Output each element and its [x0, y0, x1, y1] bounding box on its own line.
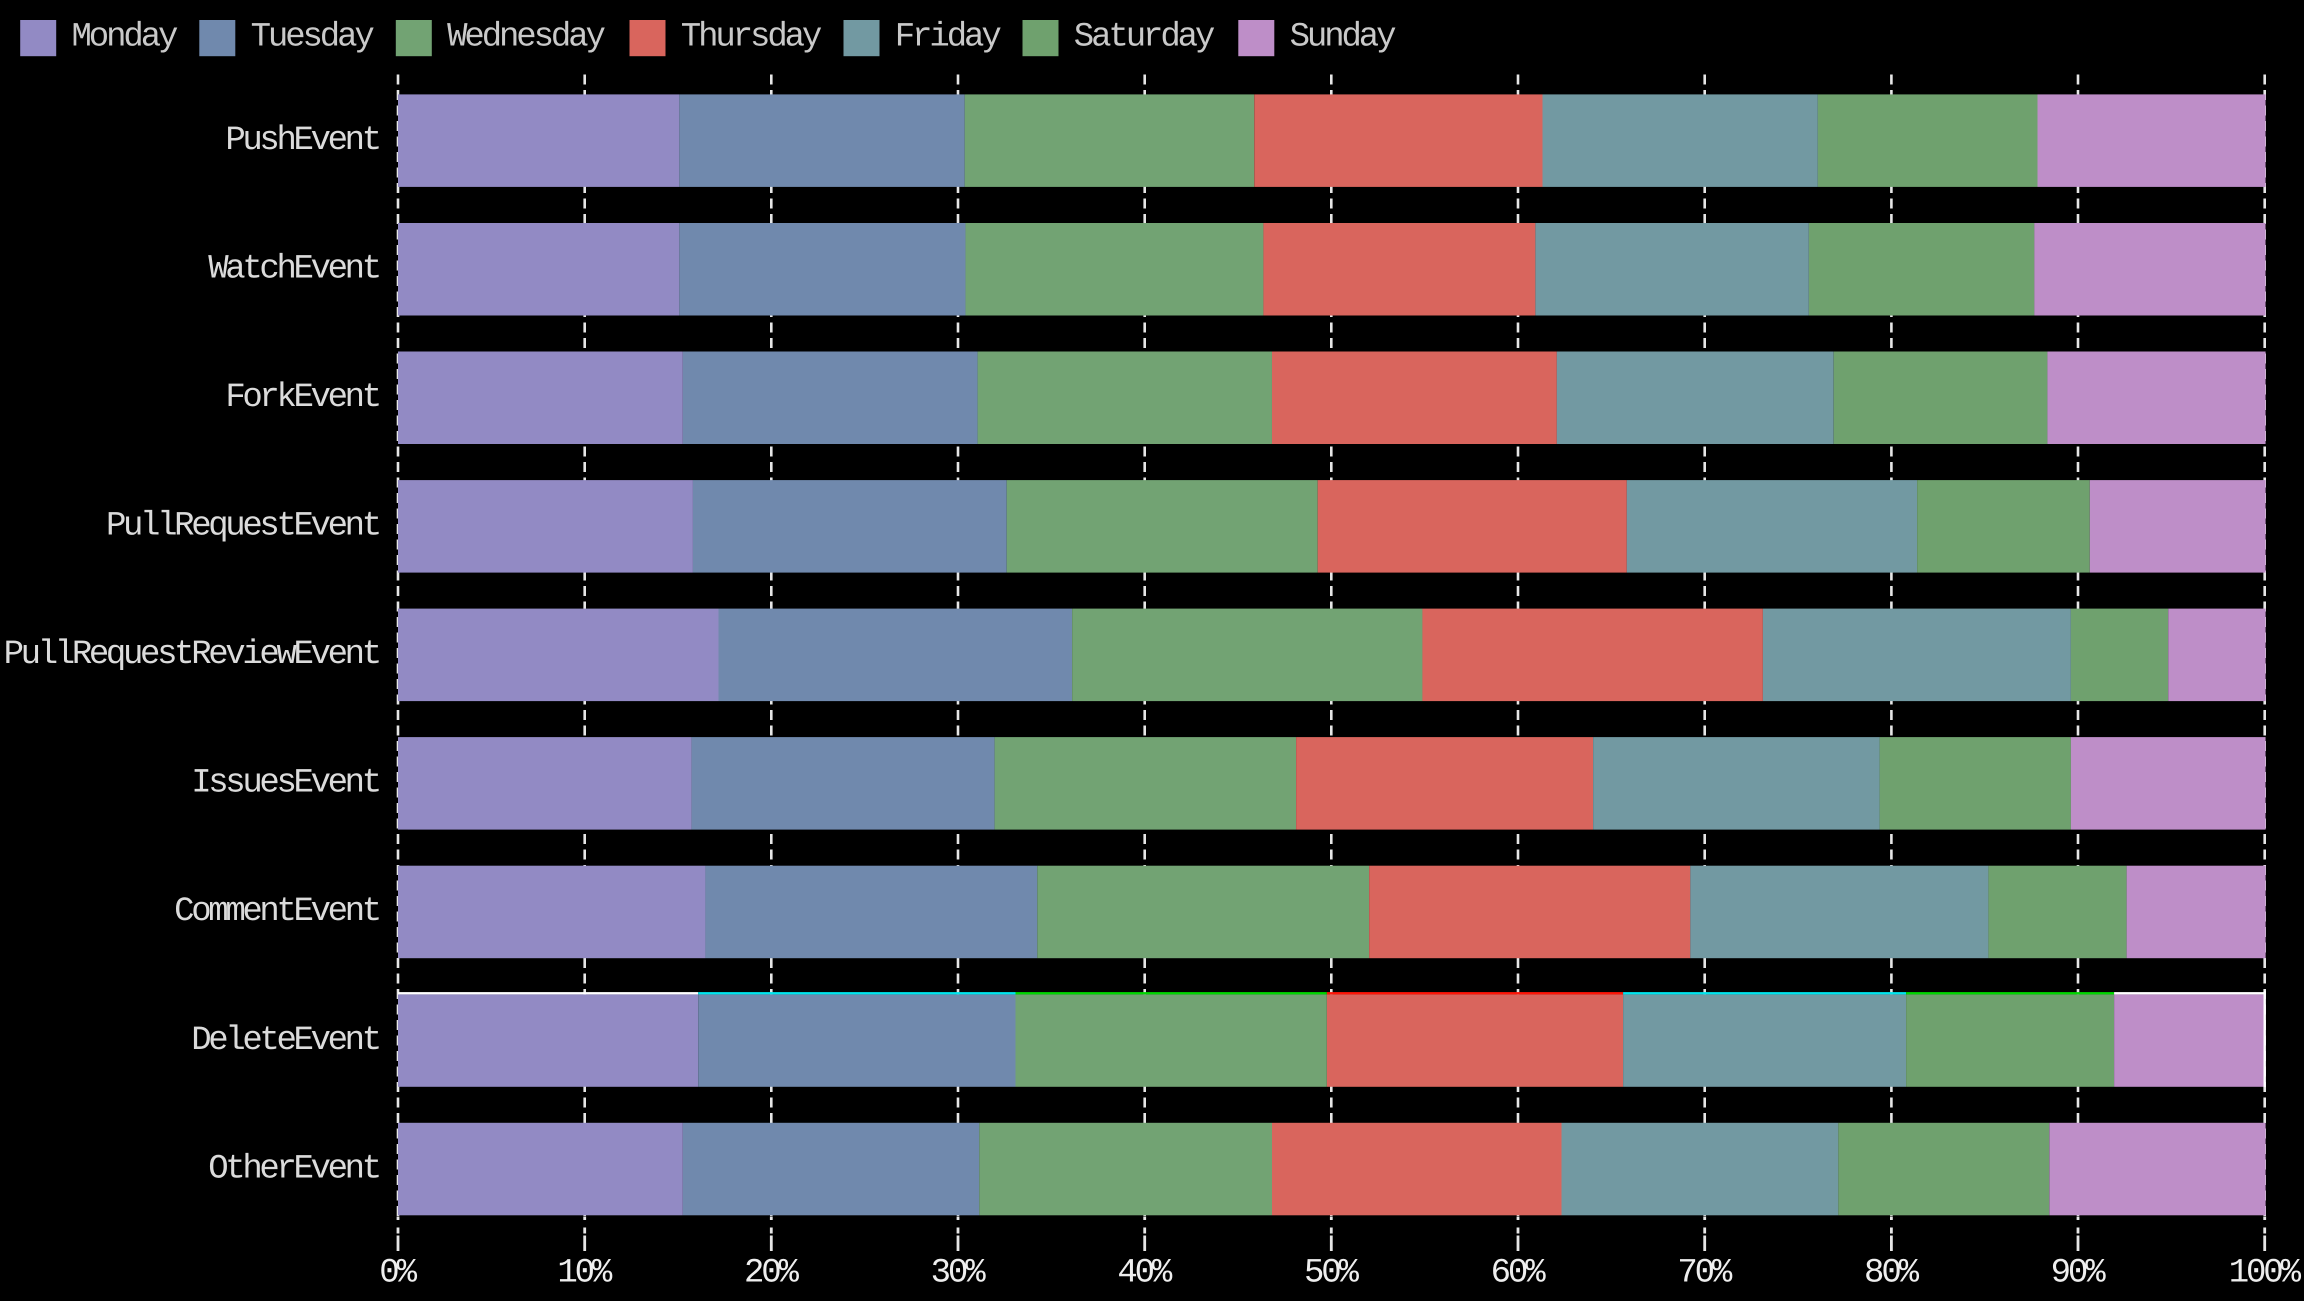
- svg-text:90%: 90%: [2051, 1255, 2107, 1293]
- svg-text:50%: 50%: [1304, 1255, 1360, 1293]
- svg-text:0%: 0%: [379, 1255, 417, 1293]
- svg-text:ForkEvent: ForkEvent: [225, 379, 378, 417]
- svg-text:70%: 70%: [1677, 1255, 1733, 1293]
- svg-text:Friday: Friday: [895, 18, 1002, 56]
- svg-text:20%: 20%: [744, 1255, 800, 1293]
- svg-text:100%: 100%: [2229, 1255, 2302, 1293]
- svg-text:IssuesEvent: IssuesEvent: [191, 765, 379, 803]
- svg-text:60%: 60%: [1491, 1255, 1547, 1293]
- svg-text:DeleteEvent: DeleteEvent: [191, 1022, 379, 1060]
- svg-text:Wednesday: Wednesday: [447, 18, 605, 56]
- svg-text:Saturday: Saturday: [1074, 18, 1215, 56]
- svg-text:WatchEvent: WatchEvent: [208, 251, 379, 289]
- svg-text:10%: 10%: [557, 1255, 613, 1293]
- svg-text:Tuesday: Tuesday: [251, 18, 375, 56]
- svg-text:80%: 80%: [1864, 1255, 1920, 1293]
- svg-text:CommentEvent: CommentEvent: [174, 893, 379, 931]
- svg-text:PullRequestReviewEvent: PullRequestReviewEvent: [4, 636, 379, 674]
- svg-text:30%: 30%: [931, 1255, 987, 1293]
- svg-text:PushEvent: PushEvent: [225, 122, 378, 160]
- svg-text:PullRequestEvent: PullRequestEvent: [106, 508, 379, 546]
- svg-text:Sunday: Sunday: [1290, 18, 1397, 56]
- svg-text:OtherEvent: OtherEvent: [208, 1150, 379, 1188]
- svg-text:Monday: Monday: [72, 18, 179, 56]
- svg-text:40%: 40%: [1117, 1255, 1173, 1293]
- svg-text:Thursday: Thursday: [681, 18, 822, 56]
